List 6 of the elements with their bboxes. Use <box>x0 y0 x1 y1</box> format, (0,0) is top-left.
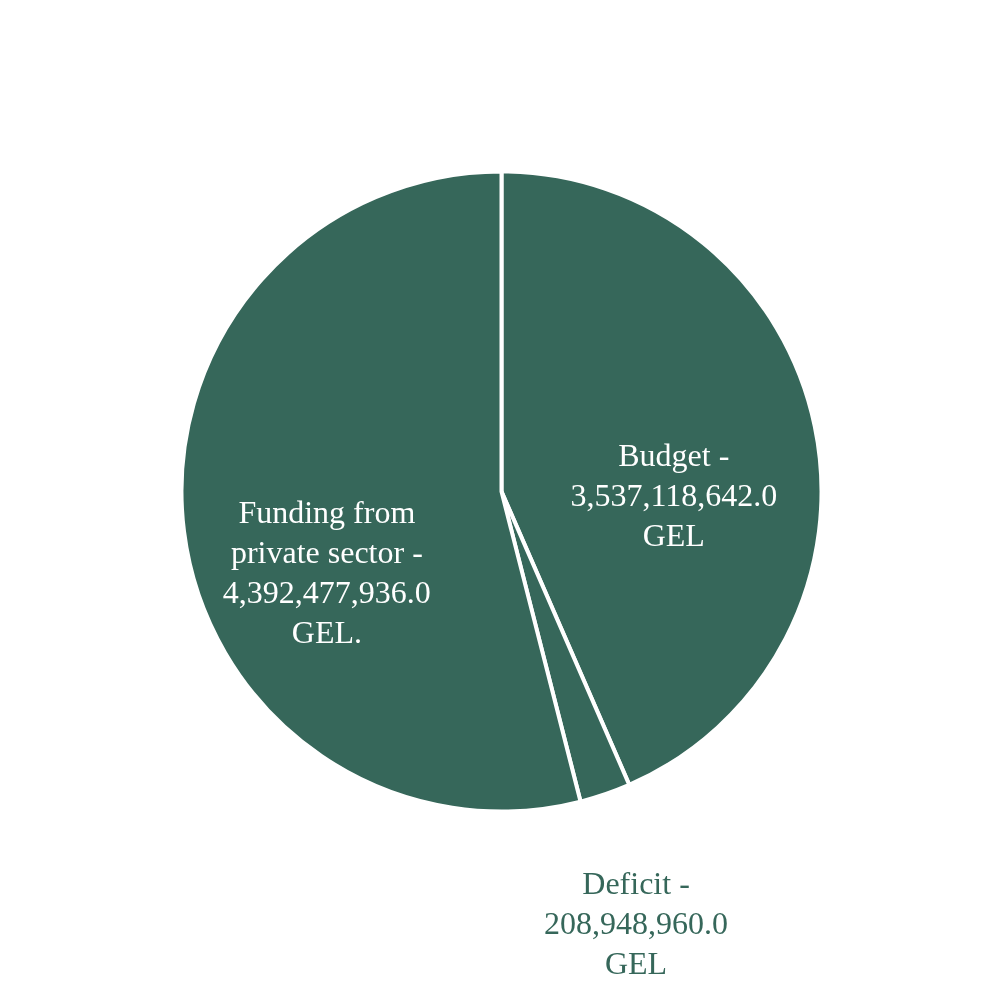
slice-label: Budget - <box>618 436 730 473</box>
data-label: 208,948,960.0 GEL <box>544 905 729 982</box>
data-label: 4,392,477,936.0 GEL. <box>222 574 431 651</box>
slice-label: Funding from private sector - <box>230 494 423 571</box>
data-label: 3,537,118,642.0 GEL <box>570 476 778 553</box>
slice-label: Deficit - <box>582 865 690 902</box>
